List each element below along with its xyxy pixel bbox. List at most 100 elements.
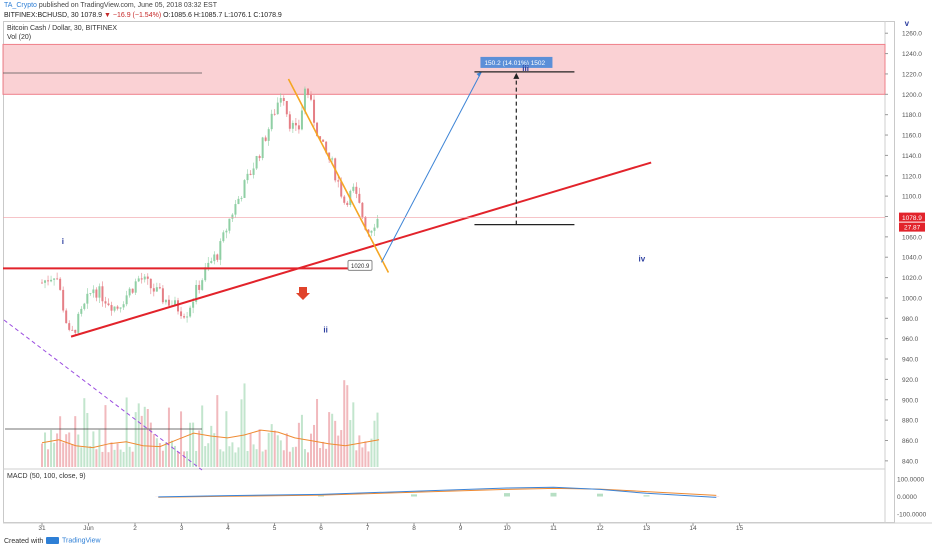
candle-body (80, 308, 83, 314)
candle-body (134, 281, 137, 293)
volume-bar (355, 450, 358, 467)
volume-bar (319, 448, 322, 467)
candle-body (128, 288, 131, 296)
y-tick-label: 1060.0 (902, 234, 922, 241)
volume-bar (352, 402, 355, 467)
volume-bar (170, 440, 173, 467)
volume-bar (116, 443, 119, 467)
candle-body (316, 122, 319, 137)
volume-bar (95, 449, 98, 467)
volume-bar (158, 443, 161, 467)
candle-body (249, 173, 252, 175)
volume-bar (334, 420, 337, 467)
volume-bar (258, 429, 261, 467)
wave-label-ii: ii (323, 326, 327, 335)
volume-bar (53, 442, 56, 467)
volume-bar (346, 385, 349, 467)
candle-body (234, 204, 237, 215)
volume-bar (62, 442, 65, 467)
y-tick-label: 980.0 (902, 316, 919, 323)
candle-body (44, 280, 47, 283)
volume-bar (149, 422, 152, 467)
candle-body (240, 197, 243, 199)
y-tick-label: 900.0 (902, 397, 919, 404)
y-tick-label: 880.0 (902, 418, 919, 425)
candle-body (164, 299, 167, 303)
candle-body (192, 301, 195, 308)
candle-body (303, 88, 306, 111)
candle-body (331, 158, 334, 160)
volume-bar (297, 422, 300, 467)
candle-body (261, 137, 264, 159)
candle-body (152, 288, 155, 292)
candle-body (47, 280, 50, 282)
volume-bar (68, 432, 71, 467)
candle-body (300, 110, 303, 130)
volume-bar (325, 448, 328, 467)
candle-body (131, 288, 134, 293)
candle-body (204, 267, 207, 281)
volume-bar (291, 447, 294, 467)
volume-bar (219, 449, 222, 467)
candle-body (267, 129, 270, 141)
y-tick-label: 1100.0 (902, 194, 922, 201)
candle-body (276, 102, 279, 115)
x-tick-label: 2 (133, 525, 137, 532)
y-tick-label: 1120.0 (902, 173, 922, 180)
candle-body (346, 202, 349, 206)
volume-bar (83, 398, 86, 467)
volume-bar (310, 433, 313, 467)
candle-body (243, 180, 246, 198)
candle-body (86, 293, 89, 304)
candle-body (195, 284, 198, 302)
publish-info: published on TradingView.com, June 05, 2… (38, 2, 217, 9)
volume-bar (273, 430, 276, 467)
volume-bar (240, 399, 243, 467)
wave-label-i: i (62, 237, 64, 246)
volume-legend: Vol (20) (7, 34, 32, 41)
last-price-tag-text: 1078.9 (902, 215, 922, 222)
tradingview-logo[interactable]: TradingView (44, 537, 101, 544)
y-tick-label: 1160.0 (902, 133, 922, 140)
candle-body (246, 173, 249, 181)
publish-header: TA_Crypto published on TradingView.com, … (0, 0, 932, 12)
candle-body (219, 241, 222, 260)
candle-body (101, 286, 104, 302)
y-tick-label: 1020.0 (902, 275, 922, 282)
volume-bar (303, 449, 306, 467)
volume-tag (899, 222, 925, 232)
candle-body (270, 113, 273, 130)
x-tick-label: 10 (503, 525, 511, 532)
volume-bar (279, 440, 282, 467)
last-price: 1078.9 (80, 12, 103, 19)
volume-bar (337, 435, 340, 467)
volume-bar (131, 451, 134, 467)
author-link[interactable]: TA_Crypto (4, 2, 37, 9)
volume-bar (306, 452, 309, 467)
macd-histogram-bar (411, 494, 417, 497)
candle-body (186, 316, 189, 318)
volume-bar (128, 446, 131, 467)
volume-bar (231, 442, 234, 467)
resistance-zone (2, 43, 886, 95)
candle-body (310, 94, 313, 100)
projection-line (381, 71, 482, 263)
volume-bar (183, 451, 186, 467)
symbol-label: BITFINEX:BCHUSD, 30 (4, 12, 79, 19)
candle-body (264, 137, 267, 141)
y-tick-label: 860.0 (902, 438, 919, 445)
y-tick-label: 1240.0 (902, 51, 922, 58)
candle-body (71, 329, 74, 331)
projection-arrowhead (476, 71, 482, 77)
candle-body (207, 262, 210, 268)
candle-body (41, 282, 43, 284)
wave-label-iii: iii (522, 64, 529, 73)
volume-bar (288, 451, 291, 467)
x-tick-label: 6 (319, 525, 323, 532)
x-tick-label: 5 (273, 525, 277, 532)
candle-body (288, 114, 291, 129)
tradingview-brand: TradingView (62, 537, 101, 545)
support-label-box (347, 259, 373, 271)
x-tick-label: 9 (459, 525, 463, 532)
